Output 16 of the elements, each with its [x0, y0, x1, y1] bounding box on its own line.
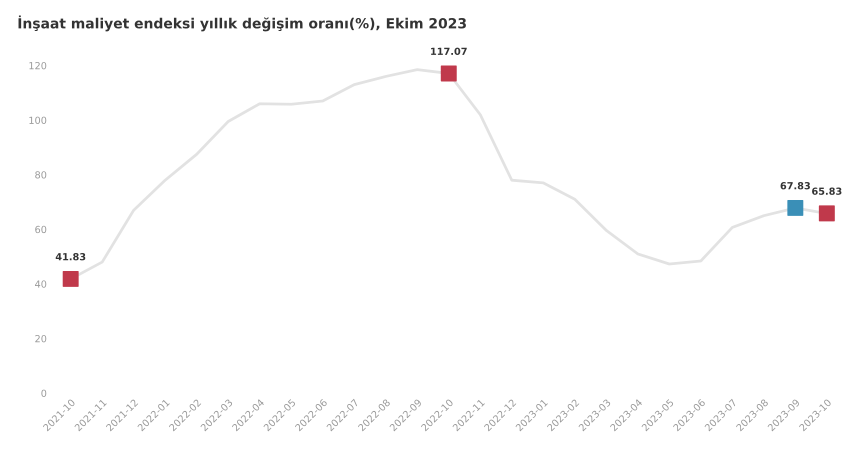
- y-tick-label: 0: [41, 390, 46, 397]
- data-label: 117.07: [431, 48, 467, 55]
- y-tick-label: 20: [35, 335, 46, 342]
- y-tick-label: 100: [29, 116, 46, 124]
- chart-title: İnşaat maliyet endeksi yıllık değişim oranı(%), Ekim 2023: [18, 15, 466, 32]
- y-tick-label: 60: [35, 226, 46, 234]
- data-label: 65.83: [812, 188, 842, 195]
- data-label: 41.83: [56, 253, 86, 260]
- y-tick-label: 120: [29, 62, 46, 70]
- point: [62, 270, 79, 287]
- y-tick-label: 40: [35, 280, 46, 288]
- point: [440, 66, 457, 82]
- point: [787, 200, 804, 216]
- y-tick-label: 80: [35, 171, 46, 179]
- data-label: 67.83: [780, 182, 810, 190]
- point: [818, 205, 835, 222]
